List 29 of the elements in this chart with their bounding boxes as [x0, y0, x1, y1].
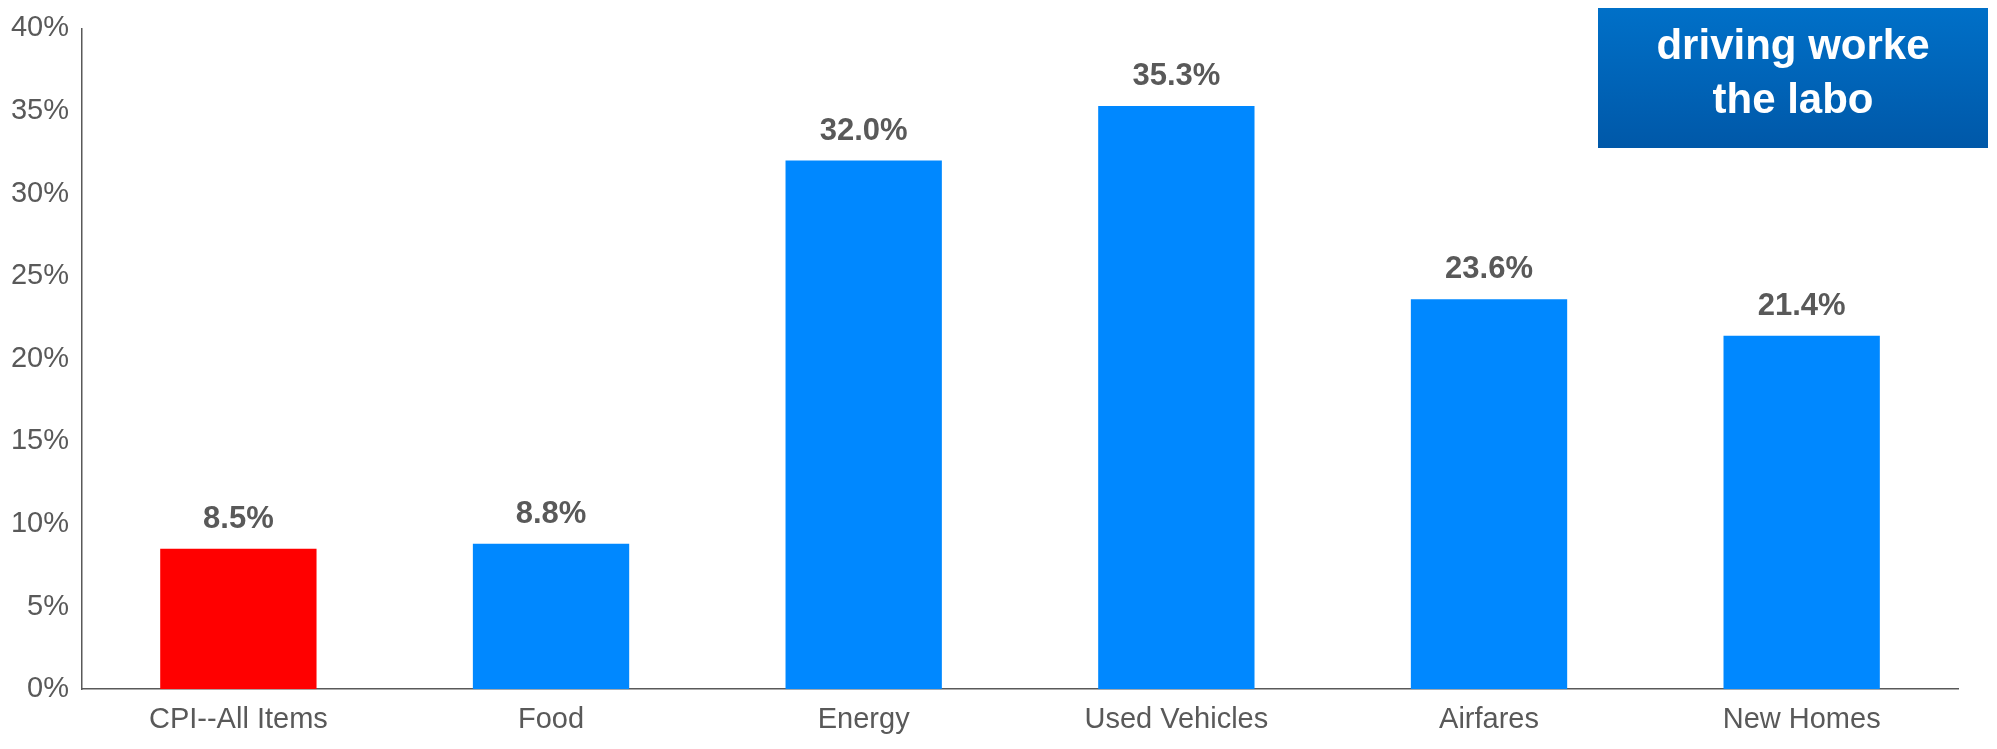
y-tick-label: 15% — [11, 423, 70, 456]
y-tick-label: 30% — [11, 175, 70, 208]
data-label: 35.3% — [1132, 57, 1221, 93]
x-tick-label: Used Vehicles — [1084, 701, 1269, 734]
data-label: 21.4% — [1757, 286, 1846, 322]
x-tick-label: Airfares — [1439, 701, 1539, 734]
x-tick-label: Energy — [817, 701, 911, 734]
bar — [1098, 106, 1255, 690]
bar — [1410, 299, 1568, 690]
y-tick-label: 40% — [11, 10, 70, 43]
bar — [785, 160, 942, 690]
y-tick-label: 10% — [11, 506, 70, 538]
x-tick-label: CPI--All Items — [148, 701, 328, 734]
y-tick-label: 20% — [11, 340, 70, 373]
y-tick-label: 25% — [11, 258, 70, 291]
y-tick-label: 35% — [11, 93, 70, 125]
bar — [160, 548, 317, 690]
data-label: 8.5% — [203, 499, 274, 535]
data-label: 23.6% — [1445, 250, 1533, 286]
annotation: the labo — [1711, 74, 1875, 124]
bar — [472, 543, 630, 690]
y-tick-label: 0% — [27, 671, 70, 704]
annotation: driving worke — [1655, 20, 1931, 70]
x-tick-label: New Homes — [1722, 701, 1881, 734]
data-label: 8.8% — [515, 494, 587, 530]
data-label: 32.0% — [819, 111, 908, 147]
x-tick-label: Food — [517, 701, 585, 734]
y-tick-label: 5% — [27, 588, 70, 621]
bar — [1723, 335, 1880, 690]
